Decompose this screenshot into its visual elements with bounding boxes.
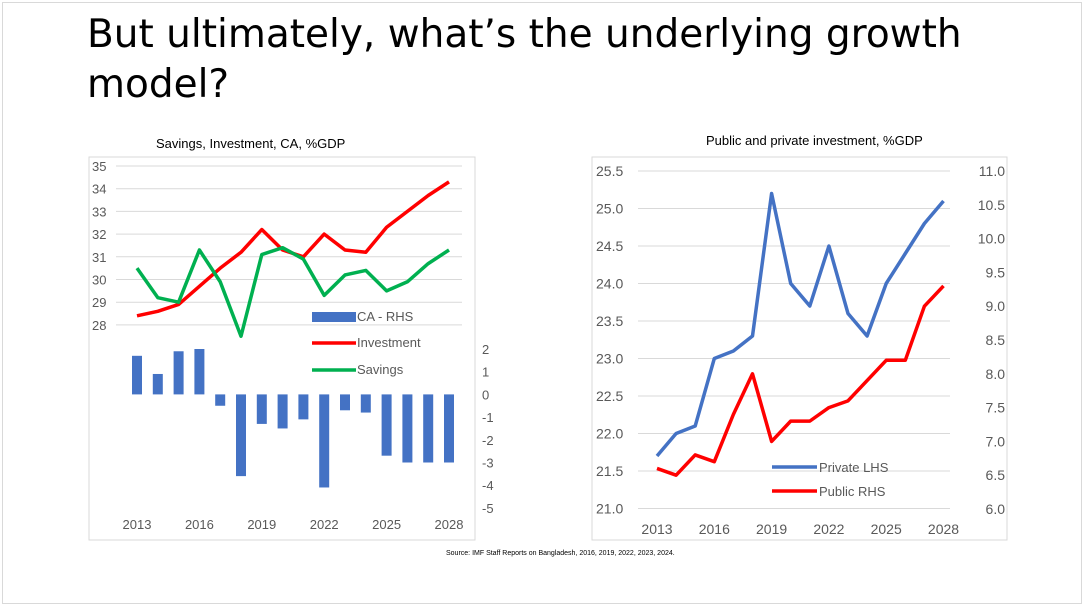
chart1-ca-bar [194,349,205,395]
chart1-left-tick-label: 32 [92,227,106,242]
chart2-left-tick-label: 24.5 [596,238,623,254]
chart1-ca-bar [423,394,434,463]
chart2-left-tick-label: 24.0 [596,276,623,292]
chart1-ca-bar [340,394,350,411]
chart1-left-tick-label: 35 [92,159,106,174]
chart1-x-tick-label: 2025 [372,517,401,532]
chart2-right-tick-label: 9.5 [986,264,1006,280]
chart2-right-tick-label: 10.0 [978,231,1005,247]
chart1-ca-bar [132,355,142,395]
chart2-x-tick-label: 2016 [699,521,730,537]
chart2-public-rhs-line [656,284,945,477]
source-note: Source: IMF Staff Reports on Bangladesh,… [446,550,675,557]
chart2-right-tick-label: 6.0 [986,501,1006,517]
chart1-title: Savings, Investment, CA, %GDP [156,136,346,151]
chart2-left-tick-label: 22.0 [596,426,623,442]
chart1-right-tick-label: -2 [482,433,494,448]
chart2-right-tick-label: 7.5 [986,400,1006,416]
chart1-legend-ca-swatch [312,312,356,322]
chart1-ca-bar [236,394,246,477]
chart2-x-tick-label: 2013 [641,521,672,537]
chart1-frame [88,156,476,541]
chart2-left-tick-label: 21.0 [596,501,623,517]
chart2-legend-public-label: Public RHS [819,484,886,499]
chart2-right-tick-label: 8.5 [986,332,1006,348]
chart2-left-tick-label: 23.5 [596,313,623,329]
chart2-legend-private-label: Private LHS [819,460,889,475]
chart2-x-tick-label: 2022 [813,521,844,537]
chart1-left-tick-label: 30 [92,273,106,288]
chart1-legend-savings-label: Savings [357,362,404,377]
chart2-x-tick-label: 2028 [928,521,959,537]
chart2-left-tick-label: 22.5 [596,388,623,404]
chart2-private-lhs-line [655,191,945,458]
chart1-ca-bar [444,394,454,463]
chart2-right-tick-label: 8.0 [986,366,1006,382]
slide-title: But ultimately, what’s the underlying gr… [87,10,987,110]
chart1-ca-bar [319,394,330,488]
chart1-ca-bar [402,394,413,463]
chart1-x-tick-label: 2016 [185,517,214,532]
chart2-right-tick-label: 10.5 [978,197,1005,213]
chart2-x-tick-label: 2025 [871,521,902,537]
chart1-ca-bar [256,394,267,424]
chart2-left-tick-label: 25.0 [596,201,623,217]
chart1-left-tick-label: 28 [92,318,106,333]
title-line-2: model? [87,62,230,107]
chart1-right-tick-label: 1 [482,365,489,380]
title-line-1: But ultimately, what’s the underlying gr… [87,12,962,57]
chart2-right-tick-label: 7.0 [986,433,1006,449]
chart2-title: Public and private investment, %GDP [706,133,923,148]
chart1-right-tick-label: -1 [482,410,494,425]
chart2-left-tick-label: 23.0 [596,351,623,367]
chart1-x-tick-label: 2022 [310,517,339,532]
chart2-left-tick-label: 21.5 [596,463,623,479]
chart1-right-tick-label: -4 [482,478,494,493]
chart1-x-tick-label: 2028 [435,517,464,532]
chart1-x-tick-label: 2019 [247,517,276,532]
chart2-right-tick-label: 6.5 [986,467,1006,483]
chart1-left-tick-label: 31 [92,250,106,265]
chart1-ca-bar [215,394,226,406]
chart1-ca-bar [298,394,309,420]
chart1-legend-ca-label: CA - RHS [357,309,414,324]
chart1-legend-investment-label: Investment [357,335,421,350]
chart1-ca-bar [152,373,163,395]
chart1-left-tick-label: 34 [92,182,106,197]
chart2-right-tick-label: 9.0 [986,298,1006,314]
chart1-ca-bar [173,351,184,395]
chart1-ca-bar [381,394,392,456]
chart1-left-tick-label: 33 [92,204,106,219]
chart2-left-tick-label: 25.5 [596,163,623,179]
chart1-ca-bar [277,394,288,429]
chart1-right-tick-label: -5 [482,501,494,516]
chart1-savings-line [135,245,450,338]
chart2-right-tick-label: 11.0 [979,163,1005,179]
chart2-x-tick-label: 2019 [756,521,787,537]
chart1-left-tick-label: 29 [92,295,106,310]
chart1-ca-bar [360,394,371,413]
chart1-right-tick-label: -3 [482,456,494,471]
chart1-x-tick-label: 2013 [123,517,152,532]
chart1-right-tick-label: 0 [482,387,489,402]
chart2-frame [591,156,1008,541]
chart1-right-tick-label: 2 [482,342,489,357]
